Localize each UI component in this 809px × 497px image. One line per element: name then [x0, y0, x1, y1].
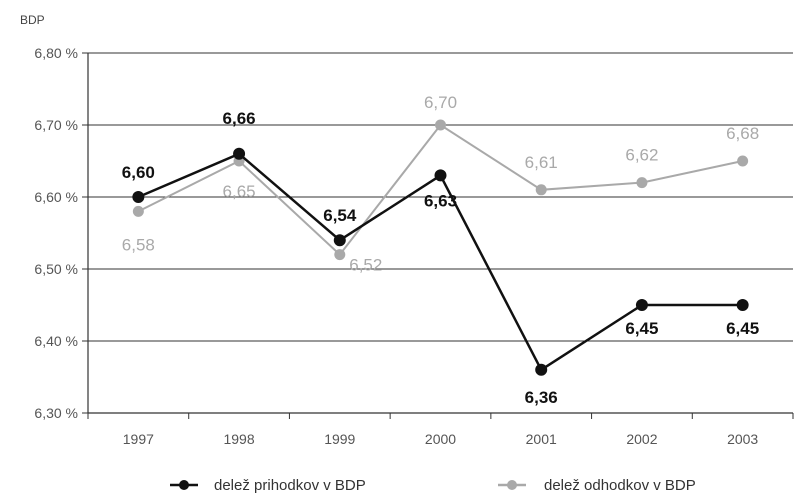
data-label: 6,58 — [122, 235, 155, 254]
y-tick-label: 6,50 % — [34, 261, 78, 277]
data-point — [132, 191, 145, 203]
data-point — [736, 299, 749, 311]
data-point — [435, 119, 446, 131]
data-point — [636, 177, 648, 189]
data-series: 6,58 6,65 6,52 6,70 6,61 6,62 6,68 6,60 6,66 6,54… — [122, 93, 759, 407]
data-label: 6,52 — [349, 256, 382, 275]
legend-label: delež prihodkov v BDP — [214, 477, 366, 494]
y-axis-ticks: 6,30 % 6,40 % 6,50 % 6,60 % 6,70 % 6,80 % — [34, 45, 78, 421]
x-tick-label: 2002 — [626, 431, 657, 447]
data-label: 6,66 — [223, 109, 256, 128]
y-axis-unit-label: BDP — [20, 13, 45, 27]
series-revenue: 6,60 6,66 6,54 6,63 6,36 6,45 6,45 — [122, 109, 759, 407]
data-label: 6,68 — [726, 124, 759, 143]
data-label: 6,36 — [525, 388, 558, 407]
y-tick-label: 6,40 % — [34, 333, 78, 349]
data-point — [535, 363, 548, 376]
x-tick-label: 2000 — [425, 431, 456, 447]
data-label: 6,61 — [525, 153, 558, 172]
y-tick-label: 6,30 % — [34, 405, 78, 421]
data-label: 6,60 — [122, 163, 155, 182]
y-tick-label: 6,70 % — [34, 117, 78, 133]
data-label: 6,45 — [726, 319, 759, 338]
x-tick-label: 2003 — [727, 431, 758, 447]
data-point — [635, 299, 648, 311]
data-label: 6,62 — [625, 146, 658, 165]
data-label: 6,45 — [625, 319, 658, 338]
y-tick-label: 6,80 % — [34, 45, 78, 61]
series-expenditure: 6,58 6,65 6,52 6,70 6,61 6,62 6,68 — [122, 93, 759, 275]
data-point — [535, 184, 547, 196]
data-point — [233, 147, 246, 160]
x-tick-label: 1998 — [223, 431, 254, 447]
x-tick-label: 1997 — [123, 431, 154, 447]
data-label: 6,54 — [323, 206, 357, 225]
data-point — [333, 234, 346, 247]
legend-marker — [507, 480, 517, 490]
x-tick-label: 1999 — [324, 431, 355, 447]
legend-marker — [179, 480, 189, 490]
data-point — [132, 205, 144, 217]
data-label: 6,70 — [424, 93, 457, 112]
legend: delež prihodkov v BDP delež odhodkov v BD… — [170, 477, 696, 494]
data-point — [334, 249, 346, 261]
x-tick-label: 2001 — [526, 431, 557, 447]
data-label: 6,63 — [424, 191, 457, 210]
y-tick-label: 6,60 % — [34, 189, 78, 205]
data-point — [737, 155, 749, 167]
data-label: 6,65 — [223, 182, 256, 201]
data-point — [434, 169, 447, 182]
x-axis-ticks: 1997 1998 1999 2000 2001 2002 2003 — [123, 431, 759, 447]
legend-label: delež odhodkov v BDP — [544, 477, 696, 494]
